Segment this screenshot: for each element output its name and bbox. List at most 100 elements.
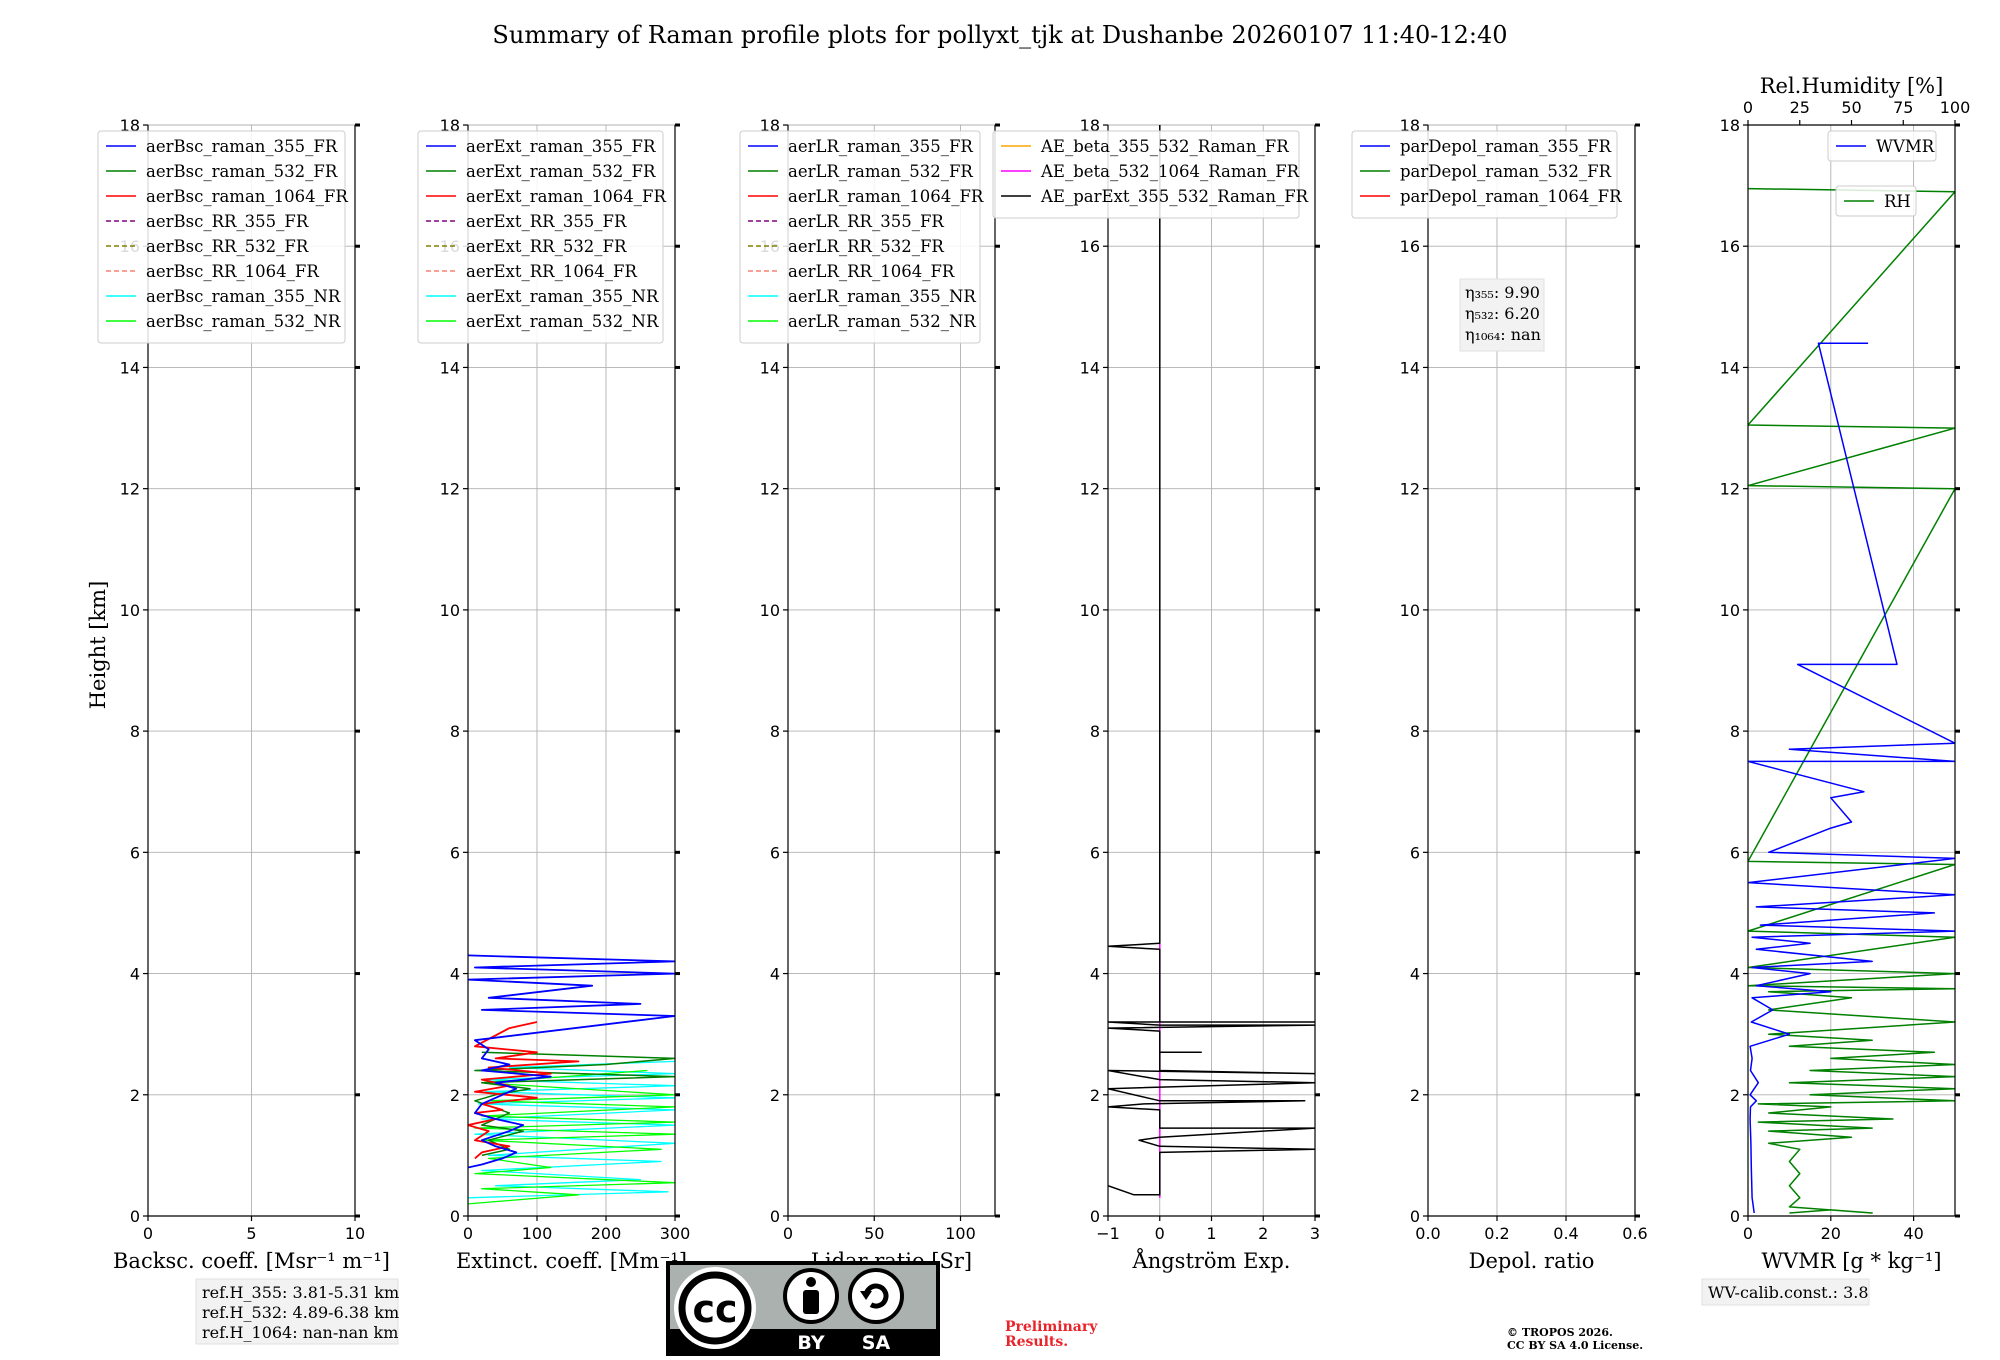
- x-tick-label: 0: [1743, 1224, 1753, 1243]
- x-tick-label: 0.4: [1553, 1224, 1578, 1243]
- eta-value: η₁₀₆₄: nan: [1465, 325, 1541, 344]
- y-tick-label: 14: [1080, 358, 1100, 377]
- x-tick-label: 300: [660, 1224, 691, 1243]
- x-tick-label: 40: [1903, 1224, 1923, 1243]
- y-tick-label: 2: [1090, 1086, 1100, 1105]
- y-tick-label: 2: [450, 1086, 460, 1105]
- legend-label: aerExt_RR_355_FR: [466, 212, 627, 231]
- preliminary-line-1: Preliminary: [1005, 1319, 1098, 1335]
- y-tick-label: 0: [1410, 1207, 1420, 1226]
- y-tick-label: 16: [1080, 237, 1100, 256]
- x-axis-label: Depol. ratio: [1469, 1249, 1595, 1273]
- series-line-RH: [1748, 187, 1955, 1214]
- y-tick-label: 8: [1410, 722, 1420, 741]
- legend-label: aerExt_raman_355_NR: [466, 287, 659, 306]
- legend-label: AE_beta_532_1064_Raman_FR: [1040, 162, 1300, 181]
- y-axis-label: Height [km]: [86, 581, 110, 710]
- by-label: BY: [797, 1332, 824, 1354]
- y-tick-label: 6: [1730, 843, 1740, 862]
- y-tick-label: 8: [1730, 722, 1740, 741]
- x-tick-label: 0.2: [1484, 1224, 1509, 1243]
- x2-tick-label: 100: [1940, 98, 1971, 117]
- legend-frame: [1827, 130, 1937, 162]
- x-axis-label: Ångström Exp.: [1132, 1248, 1291, 1273]
- x-tick-label: 100: [522, 1224, 553, 1243]
- legend-label: aerLR_raman_355_NR: [788, 287, 976, 306]
- legend-label: aerBsc_RR_355_FR: [146, 212, 309, 231]
- legend-label: AE_beta_355_532_Raman_FR: [1040, 137, 1289, 156]
- y-tick-label: 6: [130, 843, 140, 862]
- x-tick-label: 0.0: [1415, 1224, 1440, 1243]
- legend-label: WVMR: [1876, 137, 1935, 156]
- y-tick-label: 8: [1090, 722, 1100, 741]
- wv-calibration-constant: WV-calib.const.: 3.8: [1708, 1283, 1869, 1302]
- x-tick-label: 200: [591, 1224, 622, 1243]
- legend-label: aerBsc_raman_355_FR: [146, 137, 338, 156]
- axes: 0246810121416180510Backsc. coeff. [Msr⁻¹…: [113, 116, 390, 1273]
- y-tick-label: 8: [770, 722, 780, 741]
- y-tick-label: 4: [130, 965, 140, 984]
- y-tick-label: 4: [1090, 965, 1100, 984]
- x-axis-label: WVMR [g * kg⁻¹]: [1761, 1249, 1941, 1273]
- y-tick-label: 10: [120, 601, 140, 620]
- series-group: [1748, 187, 1955, 1214]
- x2-tick-label: 0: [1743, 98, 1753, 117]
- legend-label: aerLR_RR_355_FR: [788, 212, 944, 231]
- y-tick-label: 6: [450, 843, 460, 862]
- series-line-aerExt_raman_355_FR: [468, 954, 675, 1169]
- legend-label: aerBsc_RR_532_FR: [146, 237, 309, 256]
- share-alike-icon: [848, 1268, 904, 1324]
- eta-value: η₃₅₅: 9.90: [1465, 283, 1540, 302]
- x-axis-label: Backsc. coeff. [Msr⁻¹ m⁻¹]: [113, 1249, 390, 1273]
- legend-label: aerBsc_raman_1064_FR: [146, 187, 348, 206]
- series-line-aerExt_raman_532_FR: [474, 1051, 675, 1157]
- y-tick-label: 12: [1080, 480, 1100, 499]
- series-group: [1108, 125, 1315, 1198]
- legend-label: aerBsc_RR_1064_FR: [146, 262, 319, 281]
- reference-height-box: ref.H_355: 3.81-5.31 km ref.H_532: 4.89-…: [195, 1278, 399, 1345]
- ref-height-532: ref.H_532: 4.89-6.38 km: [202, 1303, 399, 1322]
- x-tick-label: 1: [1206, 1224, 1216, 1243]
- sa-label: SA: [862, 1332, 891, 1354]
- y-tick-label: 10: [1080, 601, 1100, 620]
- legend-label: AE_parExt_355_532_Raman_FR: [1040, 187, 1309, 206]
- legend-label: aerExt_raman_532_FR: [466, 162, 656, 181]
- legend-frame: [1835, 185, 1917, 217]
- y-tick-label: 2: [1730, 1086, 1740, 1105]
- legend-label: aerLR_raman_532_NR: [788, 312, 976, 331]
- copyright-line-1: © TROPOS 2026.: [1507, 1326, 1613, 1339]
- panel-depolarization: 0 2 4 6 8 10 12 14 16 18 0.0 0.2 0.4 0.6 Depol. ratio p…: [1351, 116, 1648, 1273]
- x-tick-label: 100: [945, 1224, 976, 1243]
- series-group: [468, 954, 675, 1205]
- x-tick-label: 20: [1821, 1224, 1841, 1243]
- wv-calibration-box: WV-calib.const.: 3.8: [1701, 1278, 1870, 1306]
- y-tick-label: 0: [1090, 1207, 1100, 1226]
- y-tick-label: 14: [440, 358, 460, 377]
- y-tick-label: 2: [770, 1086, 780, 1105]
- x-tick-label: 0.6: [1622, 1224, 1647, 1243]
- legend: WVMR RH: [1827, 130, 1937, 217]
- cc-logo-text: cc: [692, 1287, 737, 1331]
- legend-label: aerExt_RR_1064_FR: [466, 262, 638, 281]
- y-tick-label: 4: [1730, 965, 1740, 984]
- legend-label: RH: [1884, 192, 1911, 211]
- y-tick-label: 18: [760, 116, 780, 135]
- legend: aerBsc_raman_355_FR aerBsc_raman_532_FRae…: [97, 130, 348, 344]
- legend: aerLR_raman_355_FR aerLR_raman_532_FR aerL…: [739, 130, 984, 344]
- y-tick-label: 12: [1720, 480, 1740, 499]
- x2-axis-label: Rel.Humidity [%]: [1760, 74, 1944, 98]
- legend-label: aerLR_raman_355_FR: [788, 137, 973, 156]
- x-tick-label: 10: [345, 1224, 365, 1243]
- y-tick-label: 0: [770, 1207, 780, 1226]
- axes: 0 2 4 6 8 10 12 14 16 18 0.0 0.2 0.4 0.6 Depol. ratio: [1400, 116, 1648, 1273]
- y-tick-label: 18: [1400, 116, 1420, 135]
- y-tick-label: 14: [760, 358, 780, 377]
- y-tick-label: 8: [130, 722, 140, 741]
- legend-label: aerLR_RR_532_FR: [788, 237, 944, 256]
- x-tick-label: 50: [864, 1224, 884, 1243]
